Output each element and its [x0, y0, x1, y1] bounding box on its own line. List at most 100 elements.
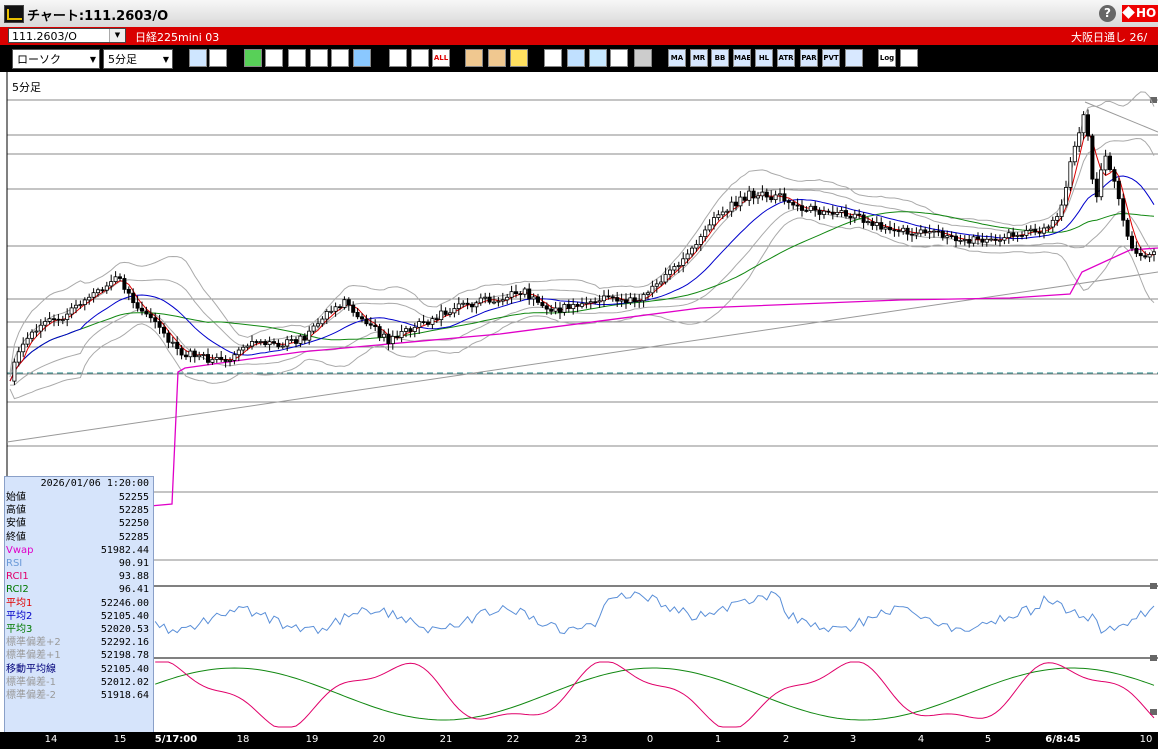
data-window-row: RCI2 96.41: [5, 583, 151, 596]
log-button[interactable]: Log: [878, 49, 896, 67]
par-button[interactable]: PAR: [800, 49, 818, 67]
symbol-name: 日経225mini 03: [135, 31, 220, 44]
bb-button[interactable]: BB: [711, 49, 729, 67]
data-window-value: 52285: [118, 531, 149, 543]
all-button[interactable]: ALL: [432, 49, 450, 67]
candle-body: [311, 325, 316, 332]
candle-body: [940, 230, 945, 238]
candle-body: [1094, 178, 1099, 198]
candle-body: [1059, 204, 1064, 217]
candle-body: [188, 350, 193, 358]
symbol-code-select[interactable]: 111.2603/O ▼: [8, 28, 126, 43]
candle-body: [962, 239, 967, 241]
candle-body: [888, 226, 893, 231]
candle-body: [954, 235, 959, 242]
cursor-button[interactable]: [288, 49, 306, 67]
candle-body: [1037, 231, 1042, 234]
cross-button[interactable]: [610, 49, 628, 67]
export-button[interactable]: [900, 49, 918, 67]
candle-body: [461, 302, 466, 305]
palette-button[interactable]: [510, 49, 528, 67]
data-window-row: 標準偏差-2 51918.64: [5, 689, 151, 702]
candle-body: [289, 339, 294, 341]
title-bar[interactable]: チャート:111.2603/O ? HO: [0, 0, 1158, 28]
data-window-label: 安値: [6, 518, 26, 530]
candle-body: [610, 296, 615, 299]
candle-body: [478, 297, 483, 304]
scale-button[interactable]: [589, 49, 607, 67]
data-window-label: 高値: [6, 505, 26, 517]
candle-body: [1033, 228, 1038, 233]
help-button[interactable]: ?: [1099, 5, 1116, 22]
box-button[interactable]: [845, 49, 863, 67]
candle-body: [443, 310, 448, 315]
data-window-value: 52105.40: [100, 610, 149, 622]
candle-body: [227, 359, 232, 362]
chart-type-select[interactable]: ローソク ▼: [12, 49, 100, 69]
candle-body: [69, 307, 74, 315]
candle-body: [1042, 227, 1047, 234]
mae-button[interactable]: MAE: [733, 49, 751, 67]
chevron-down-icon[interactable]: ▼: [109, 29, 125, 42]
pvt-button[interactable]: PVT: [822, 49, 840, 67]
candle-right-button[interactable]: [411, 49, 429, 67]
candle-body: [342, 299, 347, 308]
candle-body: [861, 214, 866, 223]
candle-body: [1130, 235, 1135, 249]
chart-canvas[interactable]: [0, 72, 1158, 732]
candle-body: [742, 196, 747, 201]
mr-button[interactable]: MR: [690, 49, 708, 67]
draw-button[interactable]: [265, 49, 283, 67]
candle-body: [447, 312, 452, 315]
candle-left-button[interactable]: [389, 49, 407, 67]
zoom-button[interactable]: [189, 49, 207, 67]
candle-body: [641, 294, 646, 302]
candle-body: [874, 222, 879, 226]
memo-button[interactable]: [331, 49, 349, 67]
candle-body: [808, 205, 813, 211]
data-window-value: 52198.78: [100, 650, 149, 662]
candle-body: [192, 350, 197, 358]
candle-body: [214, 356, 219, 360]
candle-body: [628, 297, 633, 303]
candle-body: [395, 335, 400, 338]
candle-body: [302, 335, 307, 341]
candle-body: [505, 296, 510, 301]
color-button[interactable]: [244, 49, 262, 67]
candle-body: [271, 341, 276, 344]
candle-body: [324, 310, 329, 320]
candle-body: [1028, 228, 1033, 231]
gear-button[interactable]: [465, 49, 483, 67]
candle-body: [329, 310, 334, 313]
trash-button[interactable]: [353, 49, 371, 67]
atr-button[interactable]: ATR: [777, 49, 795, 67]
candle-body: [245, 345, 250, 348]
hot-badge[interactable]: HO: [1122, 5, 1158, 22]
data-window-row: 始値 52255: [5, 491, 151, 504]
bollinger-band-line: [9, 217, 1155, 400]
zoom-chart-button[interactable]: [567, 49, 585, 67]
data-window-value: 52020.53: [100, 624, 149, 635]
candle-body: [38, 324, 43, 332]
cursor-down-button[interactable]: [544, 49, 562, 67]
chart-app-icon: [4, 5, 24, 23]
bars-button[interactable]: [209, 49, 227, 67]
pane-handle-icon: [1150, 655, 1157, 661]
candle-body: [536, 296, 541, 303]
data-window-label: 移動平均線: [6, 663, 56, 675]
undo-button[interactable]: [310, 49, 328, 67]
candle-body: [672, 266, 677, 271]
candle-body: [817, 209, 822, 215]
timeframe-select[interactable]: 5分足 ▼: [103, 49, 173, 69]
time-axis: 14 15 5/17:00 18 19 20 21 22 23 0 1 2 3 4 5 6/8:45 10: [0, 732, 1158, 749]
ma-button[interactable]: MA: [668, 49, 686, 67]
wrench-button[interactable]: [488, 49, 506, 67]
candle-body: [830, 211, 835, 215]
hl-button[interactable]: HL: [755, 49, 773, 67]
lock-button[interactable]: [634, 49, 652, 67]
chart-toolbar: ローソク ▼ 5分足 ▼ ALL MA MR BB MAE HL ATR PAR PVT Log: [0, 45, 1158, 72]
candle-body: [82, 299, 87, 305]
price-chart[interactable]: 5分足 2026/01/06 1:20:00 始値 52255 高値 52285 安値 5…: [0, 72, 1158, 734]
candle-body: [593, 301, 598, 304]
candle-body: [118, 276, 123, 279]
